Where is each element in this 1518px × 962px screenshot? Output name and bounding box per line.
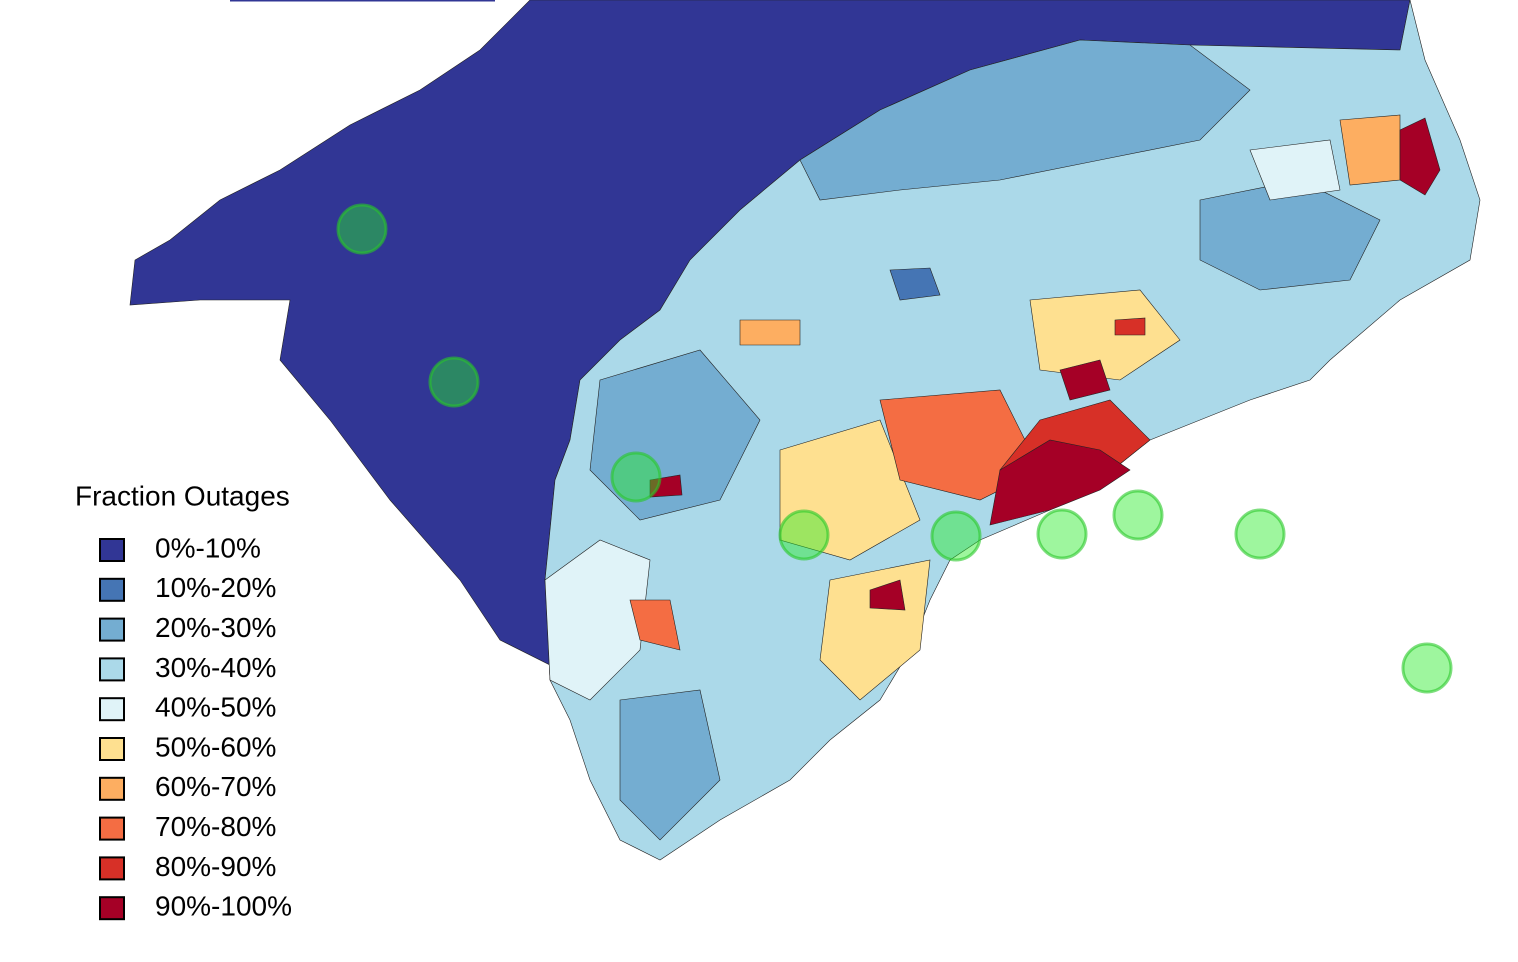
legend-label: 20%-30% bbox=[155, 612, 276, 643]
region bbox=[779, 419, 921, 561]
storm-point bbox=[610, 451, 662, 503]
storm-point bbox=[428, 356, 480, 408]
storm-point bbox=[930, 510, 982, 562]
storm-point bbox=[1112, 489, 1164, 541]
legend-swatch bbox=[99, 896, 125, 921]
region bbox=[589, 349, 761, 521]
legend-swatch bbox=[99, 617, 125, 642]
region bbox=[1339, 114, 1401, 186]
region bbox=[1059, 359, 1111, 401]
region bbox=[1399, 117, 1441, 196]
region bbox=[544, 539, 651, 701]
region bbox=[629, 599, 681, 651]
region bbox=[1249, 139, 1341, 201]
legend-swatch bbox=[99, 816, 125, 841]
storm-point bbox=[1036, 508, 1088, 560]
legend: Fraction Outages 0%-10% 10%-20% 20%-30% 30%… bbox=[75, 480, 292, 921]
legend-swatch bbox=[99, 577, 125, 602]
storm-point bbox=[778, 509, 830, 561]
legend-label: 60%-70% bbox=[155, 771, 276, 802]
storm-track bbox=[336, 203, 1453, 694]
region bbox=[889, 267, 941, 301]
legend-label: 0%-10% bbox=[155, 532, 261, 563]
region bbox=[799, 39, 1251, 201]
legend-label: 90%-100% bbox=[155, 891, 292, 922]
storm-point bbox=[1401, 642, 1453, 694]
region bbox=[619, 689, 721, 841]
legend-swatch bbox=[99, 776, 125, 801]
region bbox=[869, 579, 906, 611]
legend-label: 50%-60% bbox=[155, 731, 276, 762]
legend-title: Fraction Outages bbox=[75, 480, 290, 511]
legend-swatch bbox=[99, 657, 125, 682]
legend-label: 80%-90% bbox=[155, 851, 276, 882]
map-regions bbox=[129, 0, 1481, 861]
legend-label: 40%-50% bbox=[155, 692, 276, 723]
region bbox=[649, 474, 683, 498]
region bbox=[739, 319, 801, 346]
legend-swatch bbox=[99, 856, 125, 881]
legend-label: 10%-20% bbox=[155, 572, 276, 603]
region bbox=[989, 439, 1131, 526]
region bbox=[1029, 289, 1181, 381]
legend-label: 70%-80% bbox=[155, 811, 276, 842]
storm-point bbox=[1234, 508, 1286, 560]
storm-point bbox=[336, 203, 388, 255]
legend-swatch bbox=[99, 697, 125, 722]
legend-swatch bbox=[99, 737, 125, 761]
legend-swatch bbox=[99, 538, 125, 562]
region bbox=[1114, 317, 1146, 336]
legend-label: 30%-40% bbox=[155, 652, 276, 683]
